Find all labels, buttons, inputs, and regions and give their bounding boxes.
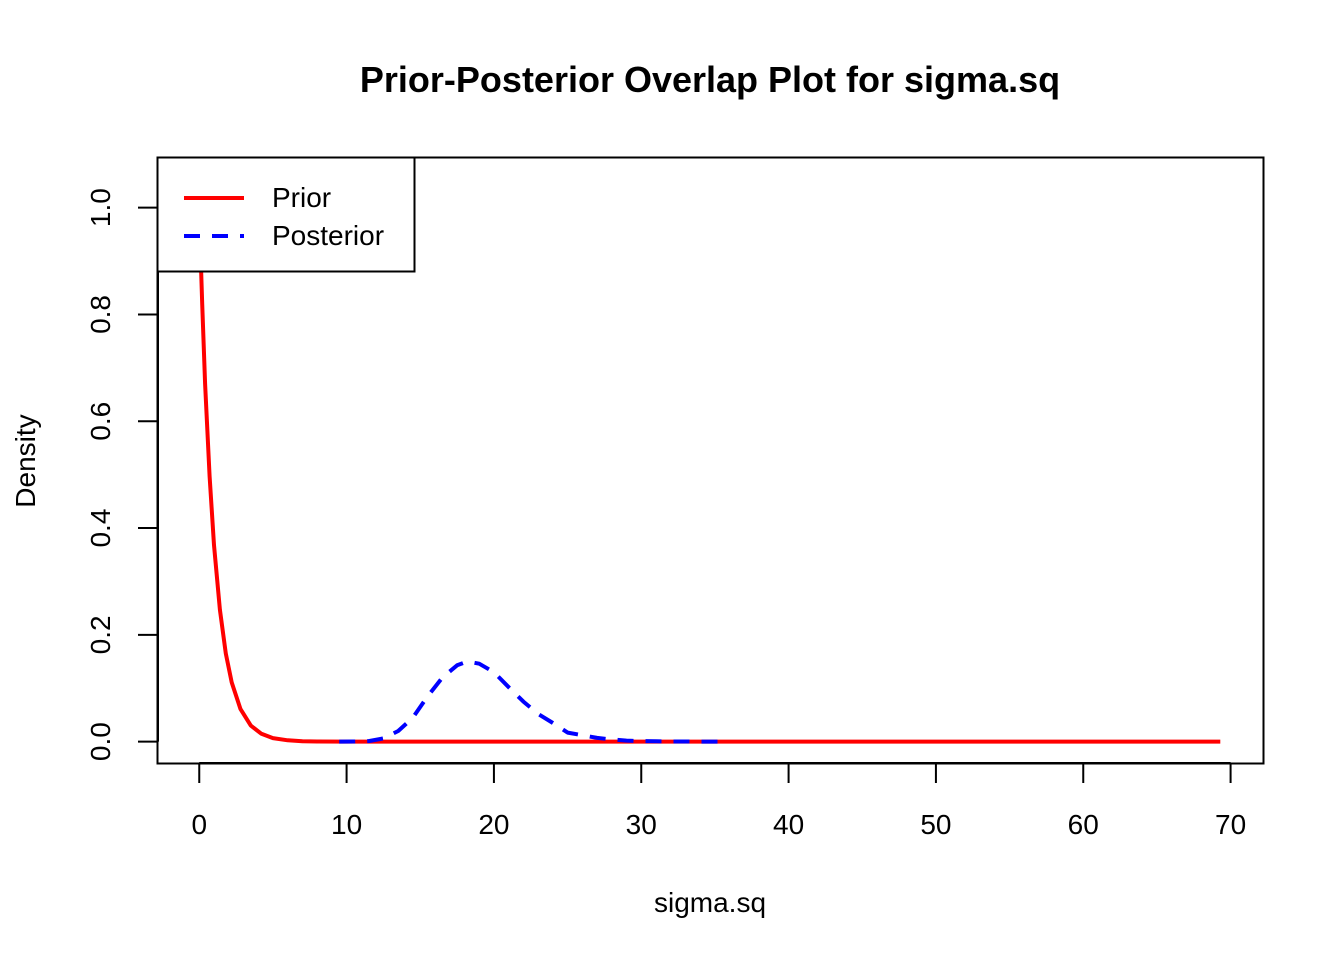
chart-title: Prior-Posterior Overlap Plot for sigma.s… xyxy=(360,59,1060,100)
x-tick-label: 60 xyxy=(1068,809,1099,840)
x-tick-label: 70 xyxy=(1215,809,1246,840)
legend-label-prior: Prior xyxy=(272,182,331,213)
x-tick-label: 40 xyxy=(773,809,804,840)
prior-series-line xyxy=(197,207,1221,744)
x-tick-label: 10 xyxy=(331,809,362,840)
legend: Prior Posterior xyxy=(156,156,416,273)
posterior-series-line xyxy=(339,659,727,744)
x-tick-label: 30 xyxy=(626,809,657,840)
y-tick-label: 0.4 xyxy=(85,509,116,548)
y-tick-label: 0.2 xyxy=(85,615,116,654)
x-axis: 0 10 20 30 40 50 60 70 xyxy=(191,762,1246,840)
x-tick-label: 0 xyxy=(191,809,207,840)
y-tick-label: 0.8 xyxy=(85,295,116,334)
legend-label-posterior: Posterior xyxy=(272,220,384,251)
series-layer xyxy=(197,207,1221,744)
y-axis-label: Density xyxy=(10,414,41,507)
y-tick-label: 0.0 xyxy=(85,722,116,761)
x-axis-label: sigma.sq xyxy=(654,887,766,918)
x-tick-label: 50 xyxy=(920,809,951,840)
legend-box xyxy=(156,156,416,273)
y-tick-label: 1.0 xyxy=(85,188,116,227)
y-axis: 0.0 0.2 0.4 0.6 0.8 1.0 xyxy=(85,188,159,761)
x-tick-label: 20 xyxy=(478,809,509,840)
y-tick-label: 0.6 xyxy=(85,402,116,441)
